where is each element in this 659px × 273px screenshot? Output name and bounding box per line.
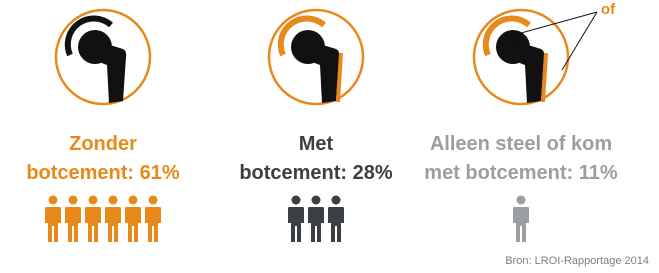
panel-label: Met <box>299 133 334 155</box>
person-icon <box>125 196 141 243</box>
pointer-line <box>503 12 597 38</box>
panel-label: botcement: 28% <box>239 162 393 184</box>
person-icon <box>65 196 81 243</box>
hip-icon <box>269 10 363 104</box>
panel-label: Alleen steel of kom <box>430 133 612 155</box>
person-icon <box>513 196 529 243</box>
person-icon <box>45 196 61 243</box>
panel-label: met botcement: 11% <box>424 162 618 184</box>
panel-label: botcement: 61% <box>26 162 180 184</box>
annotation: of <box>601 1 616 18</box>
hip-icon <box>56 10 150 104</box>
person-icon <box>105 196 121 243</box>
person-icon <box>308 196 324 243</box>
panel-label: Zonder <box>69 133 137 155</box>
person-icon <box>145 196 161 243</box>
person-icon <box>288 196 304 243</box>
infographic: of Bron: LROI-Rapportage 2014 Zonder botc… <box>0 0 659 273</box>
person-icon <box>85 196 101 243</box>
source: Bron: LROI-Rapportage 2014 <box>505 255 649 267</box>
person-icon <box>328 196 344 243</box>
